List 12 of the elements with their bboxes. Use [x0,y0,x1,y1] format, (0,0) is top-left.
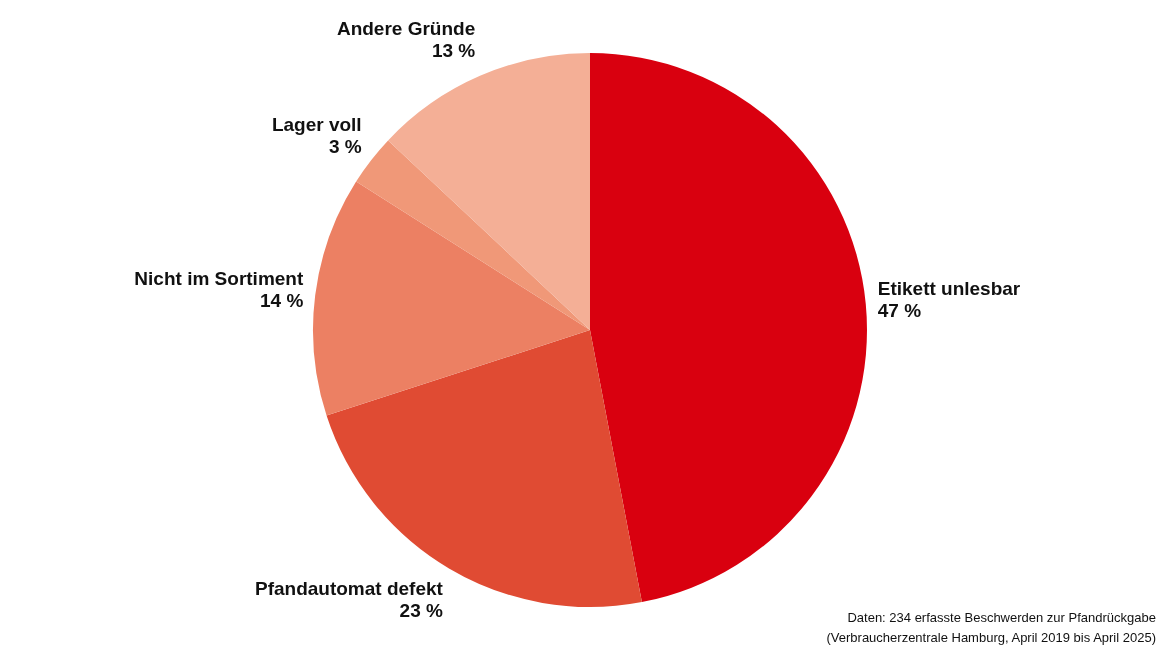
data-label: 13 % [431,40,476,62]
slice-label: Lager voll [271,114,362,136]
text: Daten: 234 erfasste Beschwerden zur Pfandrückgabe [846,609,1156,627]
slice-label: Pfandautomat defekt [254,578,444,600]
text: (Verbraucherzentrale Hamburg, April 2019 bis April 2025) [826,629,1156,647]
slice-label: Etikett unlesbar [877,277,1021,299]
data-label: 23 % [399,600,443,622]
slice-label: Nicht im Sortiment [134,267,304,289]
data-label: 3 % [328,136,362,158]
data-label: 14 % [259,289,304,311]
slice-label: Andere Gründe [336,18,476,40]
data-label: 47 % [877,299,922,321]
